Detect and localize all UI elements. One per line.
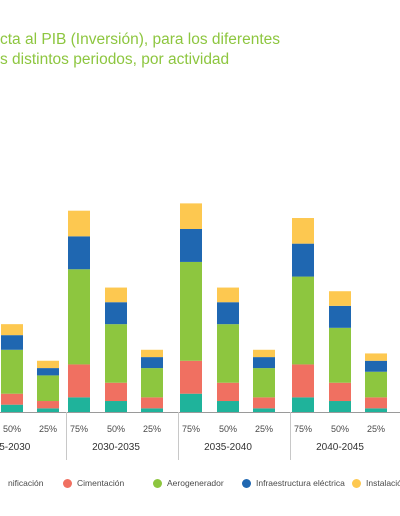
legend-label: Instalación (366, 478, 400, 488)
bar-segment (217, 302, 239, 325)
bar-segment (253, 397, 275, 409)
period-label: 2040-2045 (316, 442, 364, 453)
bar-segment (180, 393, 202, 412)
bar-segment (1, 324, 23, 336)
legend-swatch (352, 478, 361, 488)
bar-segment (292, 218, 314, 244)
legend-label: Cimentación (77, 478, 125, 488)
bar-segment (105, 382, 127, 402)
bar-segment (292, 364, 314, 398)
bar-segment (217, 324, 239, 383)
bar-tick-label: 50% (331, 424, 349, 434)
bar-segment (141, 357, 163, 369)
bar-segment (365, 360, 387, 372)
legend-item: nificación (0, 478, 43, 488)
bar-segment (37, 375, 59, 402)
bar-segment (105, 302, 127, 325)
bar-tick-label: 50% (3, 424, 21, 434)
bar-segment (329, 291, 351, 306)
bar-tick-label: 25% (367, 424, 385, 434)
legend-item: Instalación (352, 478, 400, 488)
bar-segment (37, 401, 59, 409)
legend-label: nificación (8, 478, 44, 488)
bar-tick-label: 75% (294, 424, 312, 434)
bar-segment (37, 408, 59, 412)
bar-segment (253, 408, 275, 412)
bar-segment (253, 368, 275, 398)
bar-segment (141, 397, 163, 409)
bar-segment (1, 335, 23, 350)
bar-segment (141, 368, 163, 398)
bar-tick-label: 25% (39, 424, 57, 434)
bar-segment (180, 203, 202, 229)
legend-item: Aerogenerador (153, 478, 224, 488)
legend-label: Aerogenerador (167, 478, 224, 488)
period-label: 2035-2040 (204, 442, 252, 453)
bar-segment (105, 401, 127, 412)
bar-segment (1, 349, 23, 394)
bar-segment (180, 360, 202, 394)
legend-swatch (63, 478, 72, 488)
stacked-bar-chart: 50%25%25-203075%50%25%2030-203575%50%25%… (0, 203, 400, 460)
bar-tick-label: 25% (255, 424, 273, 434)
bar-tick-label: 75% (182, 424, 200, 434)
bar-segment (329, 305, 351, 328)
bar-segment (217, 287, 239, 303)
bar-segment (37, 368, 59, 376)
bar-segment (365, 408, 387, 412)
legend-item: Infraestructura eléctrica (242, 478, 345, 488)
bar-segment (37, 360, 59, 369)
bar-segment (1, 404, 23, 412)
bar-segment (141, 408, 163, 412)
bar-segment (68, 269, 90, 365)
bar-segment (253, 357, 275, 369)
bar-segment (292, 276, 314, 365)
bar-segment (365, 353, 387, 361)
bar-segment (141, 349, 163, 358)
bar-segment (365, 397, 387, 409)
chart-legend: nificación Cimentación Aerogenerador Infrae… (0, 478, 400, 494)
bar-tick-label: 50% (219, 424, 237, 434)
bar-tick-label: 25% (143, 424, 161, 434)
chart-title-line-2: s distintos periodos, por actividad (0, 51, 230, 68)
bar-segment (365, 371, 387, 398)
bar-segment (68, 397, 90, 412)
bar-segment (68, 364, 90, 398)
bar-segment (1, 393, 23, 405)
period-label: 2030-2035 (92, 442, 140, 453)
bar-segment (105, 287, 127, 303)
bar-segment (292, 397, 314, 412)
bar-tick-label: 50% (107, 424, 125, 434)
chart-title-line-1: cta al PIB (Inversión), para los diferen… (0, 31, 280, 48)
legend-swatch (242, 478, 251, 488)
bar-segment (180, 261, 202, 361)
chart-title: cta al PIB (Inversión), para los diferen… (0, 30, 400, 70)
bar-segment (329, 327, 351, 383)
bar-segment (253, 349, 275, 358)
bar-segment (217, 382, 239, 402)
bar-segment (217, 401, 239, 412)
bar-segment (329, 401, 351, 412)
period-label: 25-2030 (0, 442, 31, 453)
legend-swatch (153, 478, 162, 488)
bar-segment (105, 324, 127, 383)
bar-tick-label: 75% (70, 424, 88, 434)
bar-segment (68, 210, 90, 237)
legend-item: Cimentación (63, 478, 124, 488)
bar-segment (180, 229, 202, 262)
bar-segment (292, 243, 314, 277)
legend-label: Infraestructura eléctrica (256, 478, 345, 488)
bar-segment (68, 236, 90, 270)
bar-segment (329, 382, 351, 402)
